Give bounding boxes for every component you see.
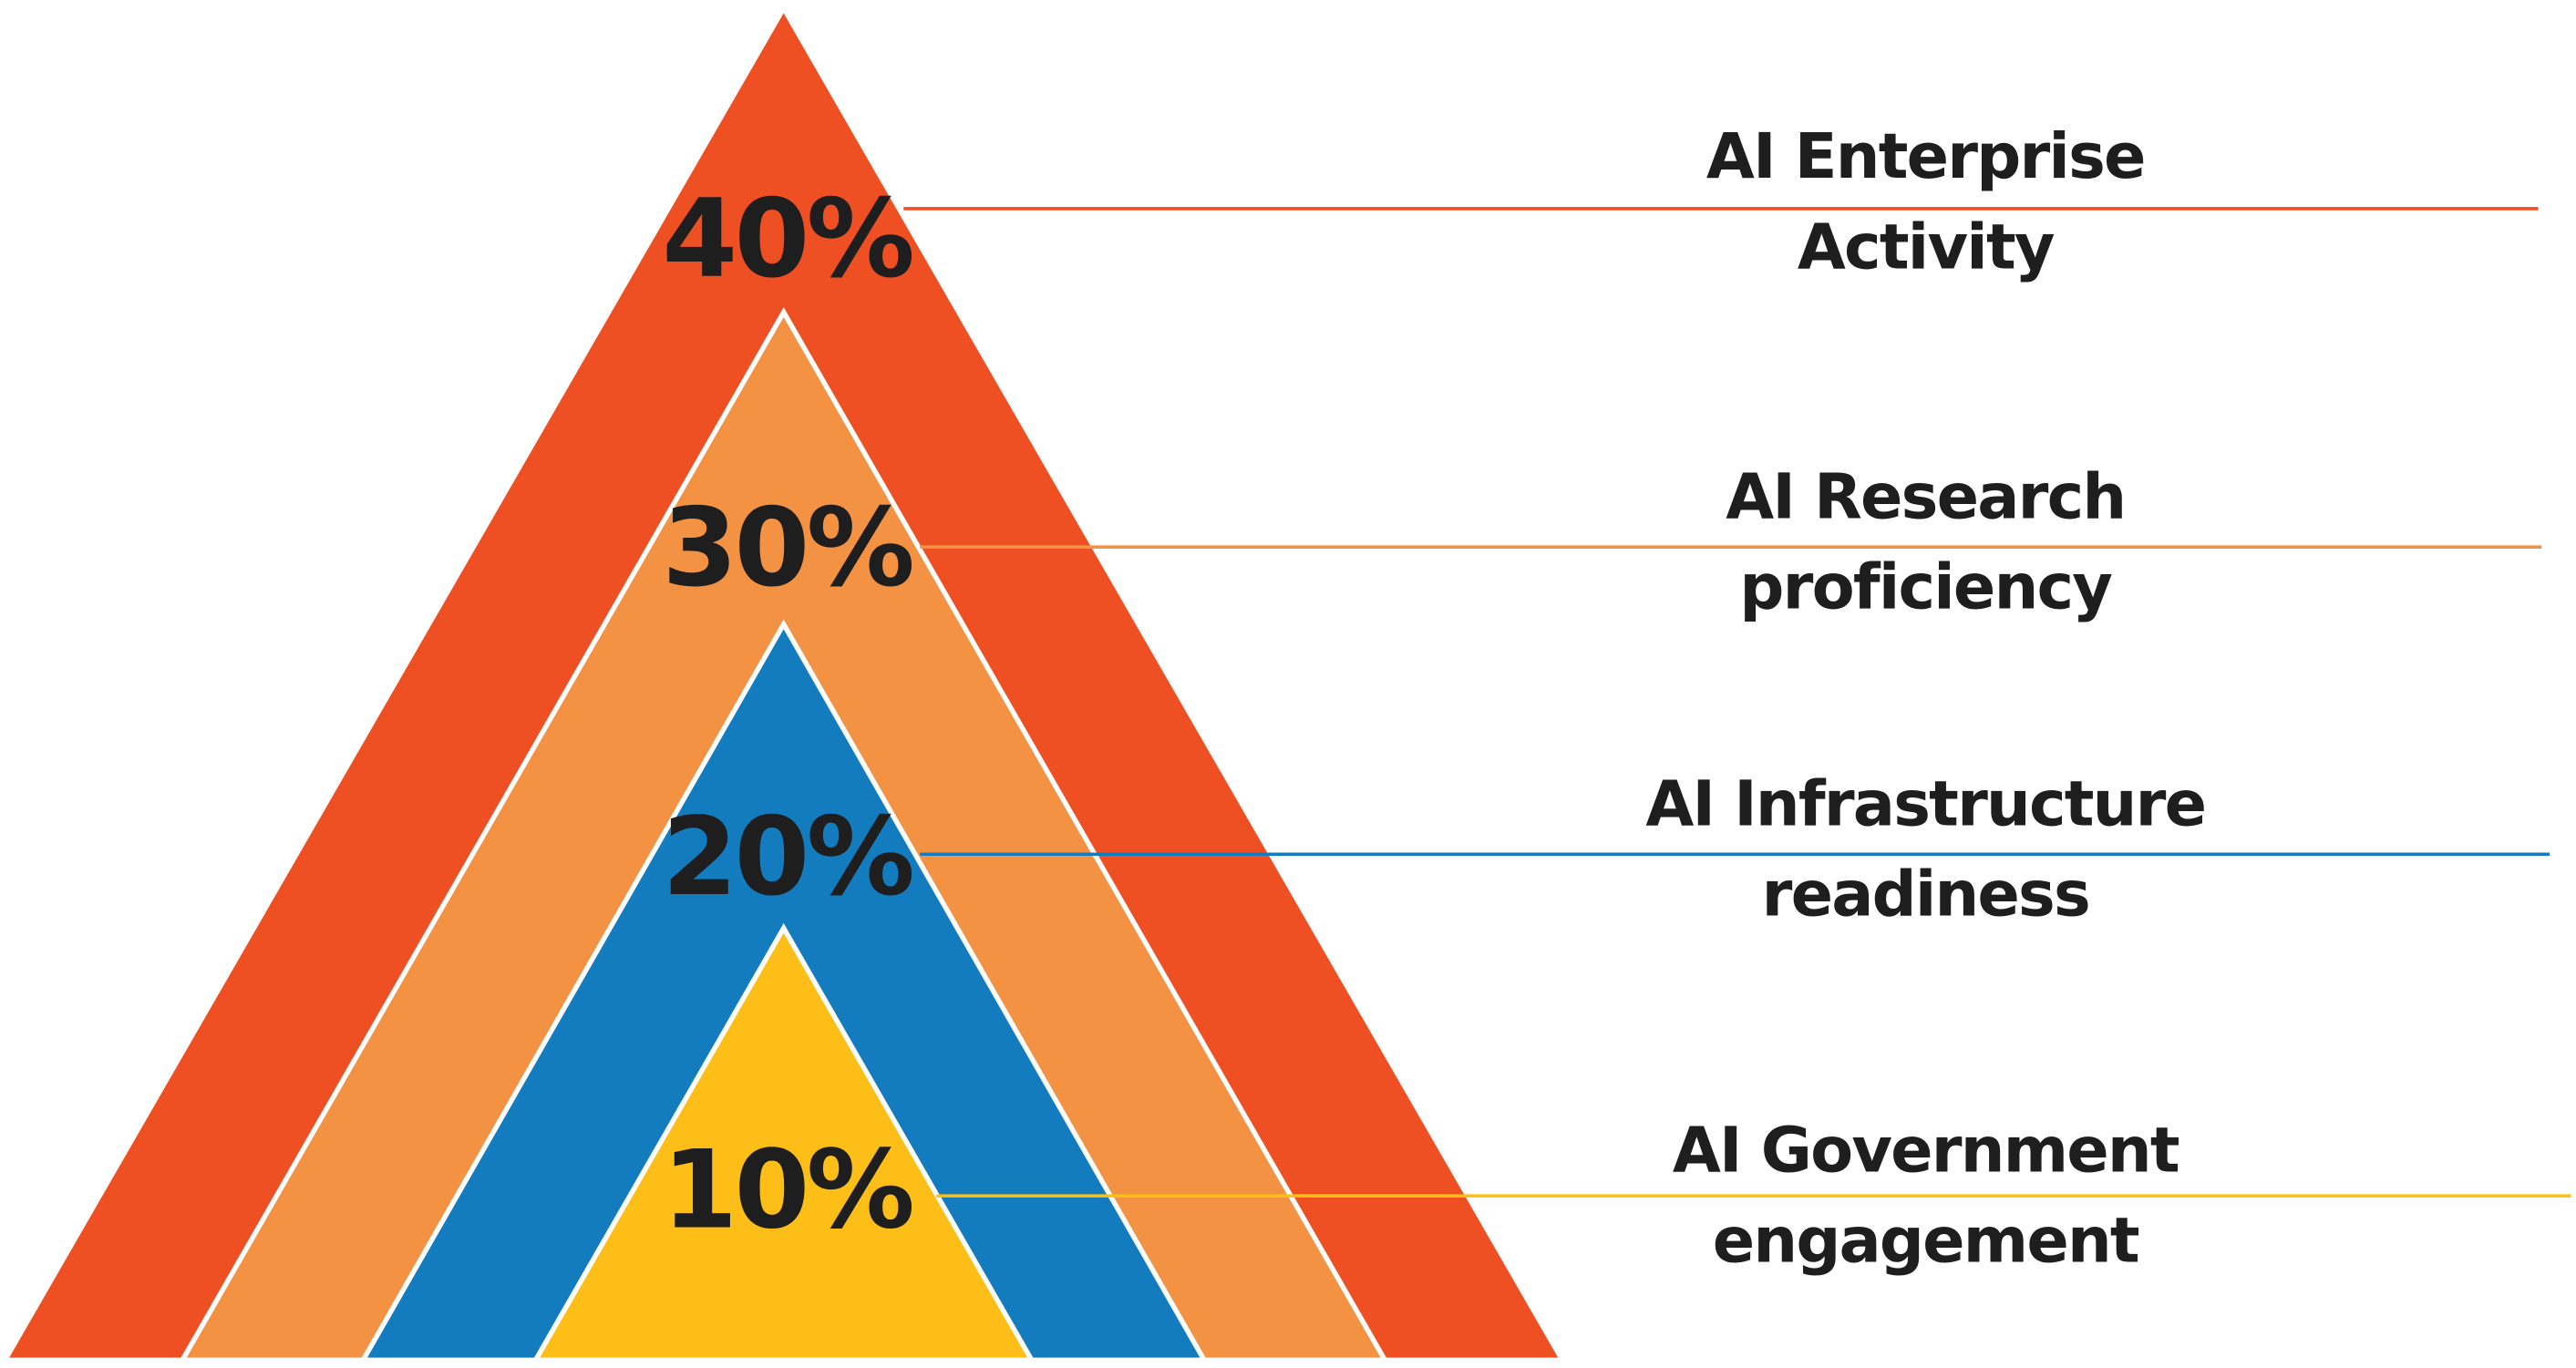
layer-label: Activity [1798, 211, 2055, 283]
layer-label: AI Government [1673, 1115, 2179, 1188]
layer-label: proficiency [1739, 550, 2112, 623]
layer-label: AI Infrastructure [1645, 767, 2205, 840]
pyramid-layer [531, 922, 1036, 1363]
percent-label: 40% [662, 177, 912, 303]
layer-label: AI Research [1726, 460, 2125, 533]
percent-label: 30% [662, 486, 912, 612]
layer-label: engagement [1713, 1205, 2139, 1278]
percent-label: 10% [662, 1128, 912, 1254]
percent-label: 20% [662, 795, 912, 921]
layer-label: AI Enterprise [1706, 120, 2145, 193]
layer-label: readiness [1762, 858, 2089, 931]
